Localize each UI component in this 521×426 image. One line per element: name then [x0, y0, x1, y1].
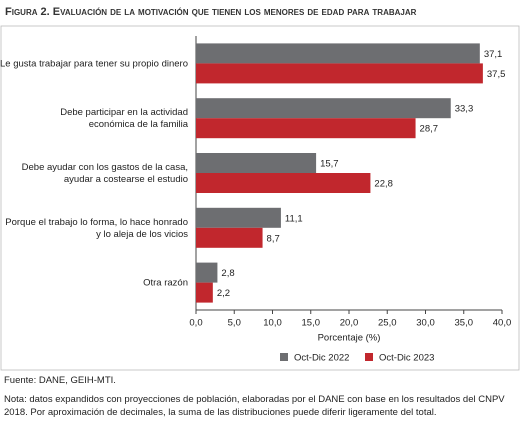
bar — [196, 262, 218, 283]
x-tick-label: 20,0 — [340, 318, 359, 329]
value-label: 2,2 — [217, 288, 230, 299]
x-tick-label: 25,0 — [378, 318, 397, 329]
y-tick-label: Otra razón — [143, 277, 188, 288]
chart: Figura 2. Evaluación de la motivación qu… — [0, 6, 520, 371]
value-label: 33,3 — [455, 104, 474, 115]
x-tick-label: 10,0 — [263, 318, 282, 329]
bar — [196, 153, 317, 173]
x-tick-label: 35,0 — [455, 318, 474, 329]
frame — [0, 25, 520, 371]
bar — [196, 98, 451, 119]
value-label: 37,1 — [484, 49, 503, 60]
y-tick-label: Porque el trabajo lo forma, lo hace honr… — [5, 216, 188, 239]
x-tick-label: 5,0 — [228, 318, 241, 329]
value-label: 22,8 — [374, 179, 393, 190]
bar — [196, 282, 213, 303]
x-tick-label: 40,0 — [493, 318, 512, 329]
y-tick-label: Debe participar en la actividad económica… — [60, 107, 189, 130]
x-tick-label: 30,0 — [416, 318, 435, 329]
value-label: 15,7 — [320, 159, 339, 170]
x-axis-label: Porcentaje (%) — [318, 333, 381, 344]
bar — [196, 63, 483, 84]
y-tick-label: Debe ayudar con los gastos de la casa, ay… — [22, 162, 188, 185]
value-label: 37,5 — [487, 69, 506, 80]
bar — [196, 207, 281, 228]
y-tick-label: Le gusta trabajar para tener su propio d… — [0, 58, 188, 69]
legend-label: Oct-Dic 2022 — [294, 353, 349, 364]
value-label: 28,7 — [420, 124, 439, 135]
legend-label: Oct-Dic 2023 — [379, 353, 434, 364]
bar — [196, 118, 416, 139]
bar — [196, 227, 263, 248]
legend-swatch — [365, 353, 373, 361]
source: Fuente: DANE, GEIH-MTI. — [4, 375, 116, 386]
bar — [196, 173, 371, 193]
value-label: 8,7 — [267, 233, 280, 244]
x-tick-label: 15,0 — [302, 318, 321, 329]
legend-swatch — [280, 353, 288, 361]
x-tick-label: 0,0 — [189, 318, 202, 329]
chart-title: Figura 2. Evaluación de la motivación qu… — [5, 6, 417, 18]
bar — [196, 43, 480, 64]
value-label: 2,8 — [221, 268, 234, 279]
note: Nota: datos expandidos con proyecciones … — [4, 394, 505, 418]
value-label: 11,1 — [285, 213, 303, 224]
